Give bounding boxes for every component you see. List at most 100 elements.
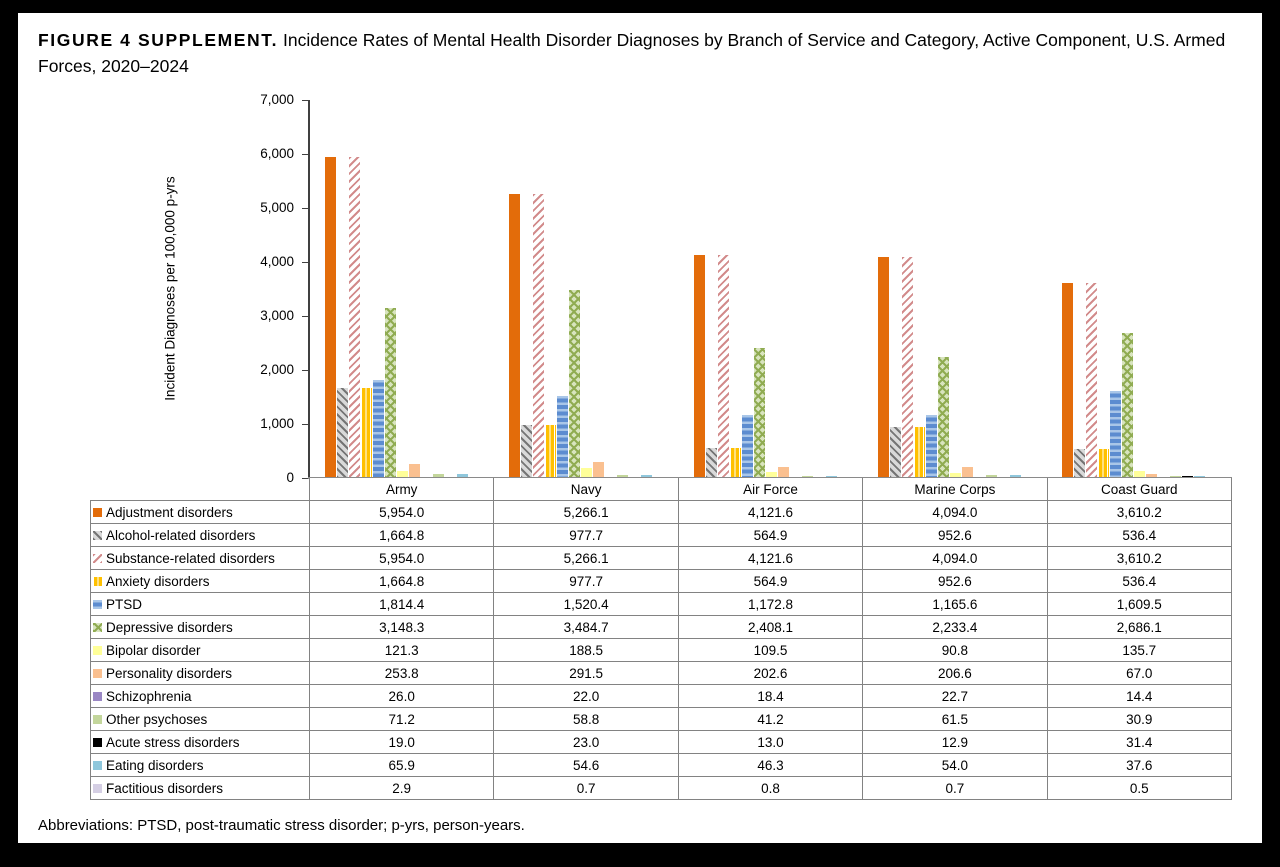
y-tick-label: 7,000 (260, 92, 294, 107)
legend-cell-depressive-disorders: Depressive disorders (90, 616, 310, 639)
legend-cell-alcohol-related-disorders: Alcohol-related disorders (90, 524, 310, 547)
table-value-ptsd-air-force: 1,172.8 (678, 593, 864, 616)
legend-cell-bipolar-disorder: Bipolar disorder (90, 639, 310, 662)
table-header-navy: Navy (494, 478, 679, 501)
y-axis-label: Incident Diagnoses per 100,000 p-yrs (162, 176, 178, 401)
table-corner-cell (90, 478, 310, 501)
bar-bipolar-disorder-marine-corps (949, 473, 961, 478)
table-header-army: Army (310, 478, 495, 501)
bar-anxiety-disorders-coast-guard (1098, 449, 1110, 478)
table-value-acute-stress-disorders-marine-corps: 12.9 (863, 731, 1048, 754)
table-value-depressive-disorders-navy: 3,484.7 (494, 616, 679, 639)
table-value-personality-disorders-navy: 291.5 (494, 662, 679, 685)
y-tick-label: 4,000 (260, 254, 294, 269)
table-value-personality-disorders-marine-corps: 206.6 (863, 662, 1048, 685)
table-value-factitious-disorders-army: 2.9 (310, 777, 495, 800)
legend-swatch-alcohol-related-disorders (93, 530, 102, 540)
figure-title-label: FIGURE 4 SUPPLEMENT. (38, 30, 279, 50)
bar-depressive-disorders-navy (569, 289, 581, 478)
table-value-substance-related-disorders-navy: 5,266.1 (494, 547, 679, 570)
table-value-alcohol-related-disorders-coast-guard: 536.4 (1047, 524, 1232, 547)
bar-alcohol-related-disorders-coast-guard (1074, 449, 1086, 478)
bar-other-psychoses-navy (617, 474, 629, 478)
table-value-adjustment-disorders-navy: 5,266.1 (494, 501, 679, 524)
y-tick-label: 5,000 (260, 200, 294, 215)
legend-label-depressive-disorders: Depressive disorders (106, 619, 233, 635)
legend-cell-acute-stress-disorders: Acute stress disorders (90, 731, 310, 754)
legend-cell-eating-disorders: Eating disorders (90, 754, 310, 777)
table-header-marine-corps: Marine Corps (863, 478, 1048, 501)
legend-cell-schizophrenia: Schizophrenia (90, 685, 310, 708)
bar-alcohol-related-disorders-marine-corps (889, 426, 901, 478)
table-value-other-psychoses-marine-corps: 61.5 (863, 708, 1048, 731)
table-value-schizophrenia-marine-corps: 22.7 (863, 685, 1048, 708)
legend-label-acute-stress-disorders: Acute stress disorders (106, 734, 240, 750)
table-value-depressive-disorders-air-force: 2,408.1 (678, 616, 864, 639)
table-value-anxiety-disorders-navy: 977.7 (494, 570, 679, 593)
bar-depressive-disorders-coast-guard (1122, 333, 1134, 478)
table-value-bipolar-disorder-coast-guard: 135.7 (1047, 639, 1232, 662)
bar-alcohol-related-disorders-army (336, 388, 348, 478)
y-tick-label: 3,000 (260, 308, 294, 323)
bar-chart-plot-area (310, 100, 1232, 478)
table-value-adjustment-disorders-marine-corps: 4,094.0 (863, 501, 1048, 524)
table-value-personality-disorders-army: 253.8 (310, 662, 495, 685)
y-axis-line (308, 100, 310, 478)
bar-adjustment-disorders-marine-corps (877, 256, 889, 478)
bar-personality-disorders-marine-corps (961, 466, 973, 478)
bar-group-army (310, 100, 494, 478)
legend-swatch-acute-stress-disorders (93, 737, 102, 747)
table-value-schizophrenia-air-force: 18.4 (678, 685, 864, 708)
bar-substance-related-disorders-army (348, 156, 360, 478)
abbreviations-footnote: Abbreviations: PTSD, post-traumatic stre… (38, 817, 525, 834)
legend-label-alcohol-related-disorders: Alcohol-related disorders (106, 527, 256, 543)
table-value-depressive-disorders-marine-corps: 2,233.4 (863, 616, 1048, 639)
bar-alcohol-related-disorders-navy (521, 425, 533, 478)
legend-cell-personality-disorders: Personality disorders (90, 662, 310, 685)
y-tick-label: 2,000 (260, 362, 294, 377)
bar-adjustment-disorders-navy (509, 193, 521, 478)
table-value-substance-related-disorders-marine-corps: 4,094.0 (863, 547, 1048, 570)
bar-group-coast-guard (1048, 100, 1232, 478)
table-value-alcohol-related-disorders-marine-corps: 952.6 (863, 524, 1048, 547)
table-value-eating-disorders-marine-corps: 54.0 (863, 754, 1048, 777)
legend-label-eating-disorders: Eating disorders (106, 757, 204, 773)
table-value-schizophrenia-army: 26.0 (310, 685, 495, 708)
legend-swatch-bipolar-disorder (93, 645, 102, 655)
table-value-alcohol-related-disorders-army: 1,664.8 (310, 524, 495, 547)
bar-adjustment-disorders-army (324, 156, 336, 478)
table-value-anxiety-disorders-air-force: 564.9 (678, 570, 864, 593)
bar-anxiety-disorders-marine-corps (913, 426, 925, 478)
table-value-other-psychoses-air-force: 41.2 (678, 708, 864, 731)
bar-anxiety-disorders-army (360, 388, 372, 478)
figure-4-supplement: FIGURE 4 SUPPLEMENT. Incidence Rates of … (18, 13, 1262, 843)
table-value-eating-disorders-army: 65.9 (310, 754, 495, 777)
table-value-personality-disorders-air-force: 202.6 (678, 662, 864, 685)
bar-substance-related-disorders-navy (533, 193, 545, 478)
table-value-substance-related-disorders-army: 5,954.0 (310, 547, 495, 570)
table-value-factitious-disorders-air-force: 0.8 (678, 777, 864, 800)
table-value-acute-stress-disorders-navy: 23.0 (494, 731, 679, 754)
table-value-anxiety-disorders-coast-guard: 536.4 (1047, 570, 1232, 593)
bar-other-psychoses-marine-corps (985, 474, 997, 478)
bar-ptsd-air-force (741, 414, 753, 478)
table-value-ptsd-marine-corps: 1,165.6 (863, 593, 1048, 616)
legend-label-schizophrenia: Schizophrenia (106, 688, 192, 704)
bar-bipolar-disorder-air-force (765, 472, 777, 478)
table-value-anxiety-disorders-marine-corps: 952.6 (863, 570, 1048, 593)
table-value-factitious-disorders-navy: 0.7 (494, 777, 679, 800)
table-value-bipolar-disorder-army: 121.3 (310, 639, 495, 662)
table-value-bipolar-disorder-navy: 188.5 (494, 639, 679, 662)
bar-substance-related-disorders-air-force (717, 255, 729, 478)
legend-cell-factitious-disorders: Factitious disorders (90, 777, 310, 800)
table-value-eating-disorders-navy: 54.6 (494, 754, 679, 777)
table-value-anxiety-disorders-army: 1,664.8 (310, 570, 495, 593)
legend-cell-anxiety-disorders: Anxiety disorders (90, 570, 310, 593)
table-value-substance-related-disorders-air-force: 4,121.6 (678, 547, 864, 570)
bar-adjustment-disorders-coast-guard (1062, 283, 1074, 478)
bar-alcohol-related-disorders-air-force (705, 447, 717, 478)
legend-swatch-other-psychoses (93, 714, 102, 724)
table-value-other-psychoses-coast-guard: 30.9 (1047, 708, 1232, 731)
table-value-personality-disorders-coast-guard: 67.0 (1047, 662, 1232, 685)
table-value-ptsd-army: 1,814.4 (310, 593, 495, 616)
